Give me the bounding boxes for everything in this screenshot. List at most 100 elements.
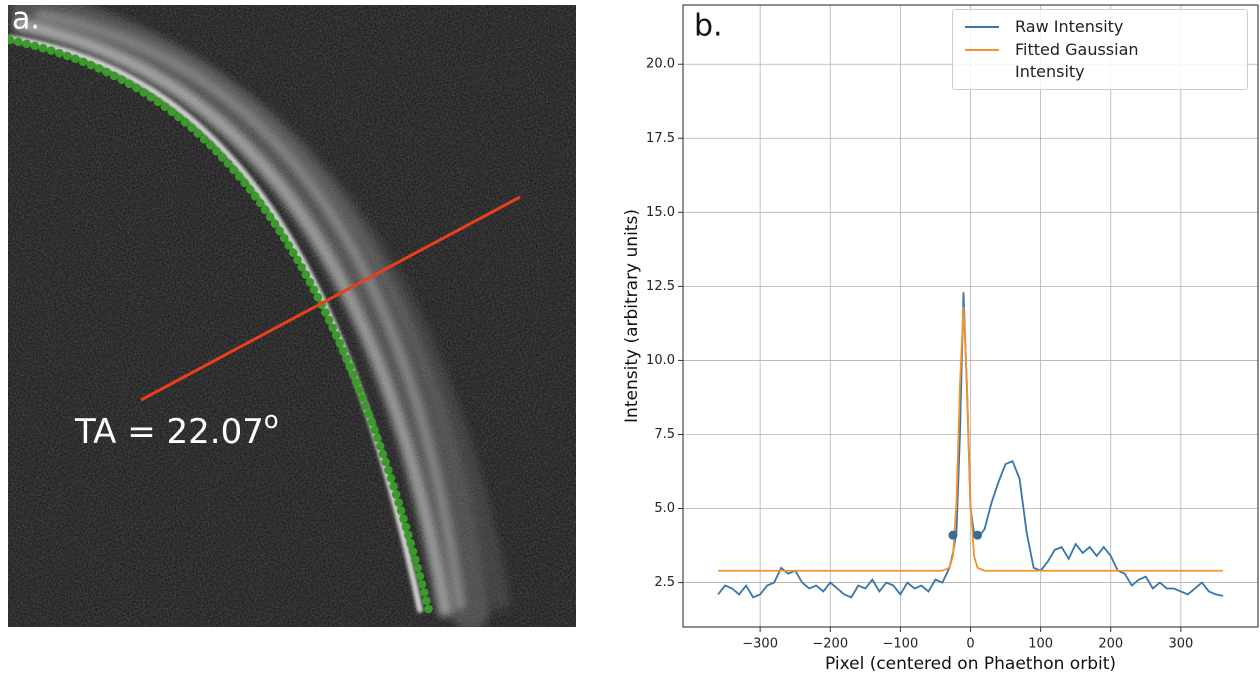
orbit-dot bbox=[391, 490, 401, 499]
orbit-dot bbox=[394, 498, 403, 507]
orbit-dot bbox=[139, 88, 149, 97]
orbit-dot bbox=[160, 102, 170, 112]
orbit-dot bbox=[313, 292, 323, 302]
x-tick-label: 100 bbox=[1028, 637, 1053, 652]
y-tick-label: 20.0 bbox=[646, 57, 675, 72]
orbit-dot bbox=[132, 83, 141, 93]
orbit-dot bbox=[404, 530, 413, 540]
orbit-dot bbox=[8, 35, 15, 45]
plot-frame bbox=[682, 4, 1259, 628]
orbit-dot bbox=[361, 401, 370, 411]
orbit-dot bbox=[381, 457, 390, 467]
orbit-dot bbox=[417, 579, 427, 589]
orbit-dot bbox=[54, 48, 64, 58]
orbit-dot bbox=[86, 60, 96, 70]
orbit-dot bbox=[411, 555, 420, 564]
orbit-dot bbox=[193, 129, 203, 138]
y-axis-label: Intensity (arbitrary units) bbox=[622, 209, 642, 423]
orbit-dot bbox=[399, 514, 408, 524]
orbit-dot bbox=[70, 54, 80, 64]
orbit-dot bbox=[401, 522, 411, 532]
orbit-dot bbox=[124, 79, 134, 89]
orbit-dot bbox=[293, 255, 302, 265]
orbit-dot bbox=[373, 433, 382, 443]
legend: Raw Intensity Fitted Gaussian Intensity bbox=[952, 9, 1248, 90]
orbit-dot bbox=[117, 75, 127, 85]
orbit-dot bbox=[284, 240, 294, 250]
orbit-dot bbox=[335, 338, 345, 348]
orbit-dot bbox=[46, 46, 56, 55]
orbit-dot bbox=[260, 205, 270, 215]
orbit-dot bbox=[352, 378, 361, 387]
orbit-dot bbox=[364, 409, 373, 419]
image-panel: TA = 22.07o a. bbox=[8, 2, 576, 627]
y-tick-label: 15.0 bbox=[646, 205, 675, 220]
ta-text: TA = 22.07 bbox=[74, 412, 264, 452]
orbit-dot bbox=[348, 370, 358, 379]
orbit-dot bbox=[406, 539, 416, 548]
y-tick-label: 12.5 bbox=[646, 279, 675, 294]
fwhm-marker bbox=[948, 530, 958, 540]
orbit-dot bbox=[38, 43, 48, 53]
legend-entry: Raw Intensity bbox=[959, 16, 1241, 38]
orbit-dot bbox=[342, 354, 351, 364]
orbit-dot bbox=[199, 134, 209, 144]
orbit-dot bbox=[212, 146, 221, 156]
orbit-dot bbox=[305, 277, 315, 287]
orbit-dot bbox=[78, 57, 88, 67]
orbit-dot bbox=[279, 233, 289, 243]
orbit-dot bbox=[301, 270, 311, 279]
orbit-dot bbox=[30, 41, 40, 51]
legend-label: Fitted Gaussian Intensity bbox=[1015, 40, 1139, 81]
x-tick-label: 300 bbox=[1168, 637, 1193, 652]
transect-line bbox=[140, 195, 521, 402]
legend-swatch bbox=[965, 26, 999, 28]
orbit-dot bbox=[338, 346, 348, 356]
y-tick-label: 17.5 bbox=[646, 131, 675, 146]
orbit-dot bbox=[180, 118, 190, 127]
orbit-dot bbox=[62, 51, 72, 61]
x-tick-label: 200 bbox=[1098, 637, 1123, 652]
orbit-dot bbox=[422, 596, 431, 606]
orbit-dots bbox=[8, 35, 433, 614]
orbit-dot bbox=[384, 465, 393, 475]
y-tick-label: 5.0 bbox=[654, 501, 675, 516]
legend-label: Raw Intensity bbox=[1015, 17, 1124, 36]
orbit-dot bbox=[358, 393, 367, 403]
orbit-dot bbox=[424, 604, 433, 614]
orbit-dot bbox=[408, 547, 418, 556]
orbit-dot bbox=[217, 152, 227, 162]
orbit-dot bbox=[167, 107, 177, 117]
orbit-dot bbox=[109, 71, 119, 81]
orbit-dot bbox=[375, 441, 385, 451]
orbit-dot bbox=[328, 323, 338, 333]
series-line bbox=[718, 307, 1223, 572]
legend-entry: Fitted Gaussian Intensity bbox=[959, 39, 1241, 83]
orbit-dot bbox=[309, 285, 319, 294]
chart: −300 −200 −100 0 100 200 300 2.5 5.0 7.5 10.0 12.5 1… bbox=[622, 4, 1259, 674]
orbit-dot bbox=[265, 212, 275, 222]
orbit-dot bbox=[94, 64, 104, 73]
orbit-dot bbox=[206, 140, 215, 150]
panel-label: a. bbox=[12, 2, 40, 37]
orbit-dot bbox=[370, 425, 379, 435]
x-tick-label: 0 bbox=[966, 637, 974, 652]
orbit-dot bbox=[250, 191, 260, 201]
orbit-dot bbox=[321, 308, 330, 317]
orbit-dot bbox=[240, 178, 249, 188]
orbit-dot bbox=[345, 362, 355, 371]
legend-swatch bbox=[965, 49, 999, 51]
orbit-dot bbox=[324, 315, 334, 325]
orbit-dot bbox=[234, 172, 244, 181]
orbit-dot bbox=[223, 159, 233, 168]
y-tick-label: 10.0 bbox=[646, 353, 675, 368]
orbit-dot bbox=[419, 588, 429, 597]
x-axis-label: Pixel (centered on Phaethon orbit) bbox=[825, 654, 1116, 674]
orbit-dot bbox=[102, 67, 111, 77]
ta-superscript: o bbox=[264, 406, 279, 434]
orbit-dot bbox=[378, 449, 388, 459]
panel-label: b. bbox=[694, 9, 723, 44]
orbit-dot bbox=[270, 219, 280, 229]
